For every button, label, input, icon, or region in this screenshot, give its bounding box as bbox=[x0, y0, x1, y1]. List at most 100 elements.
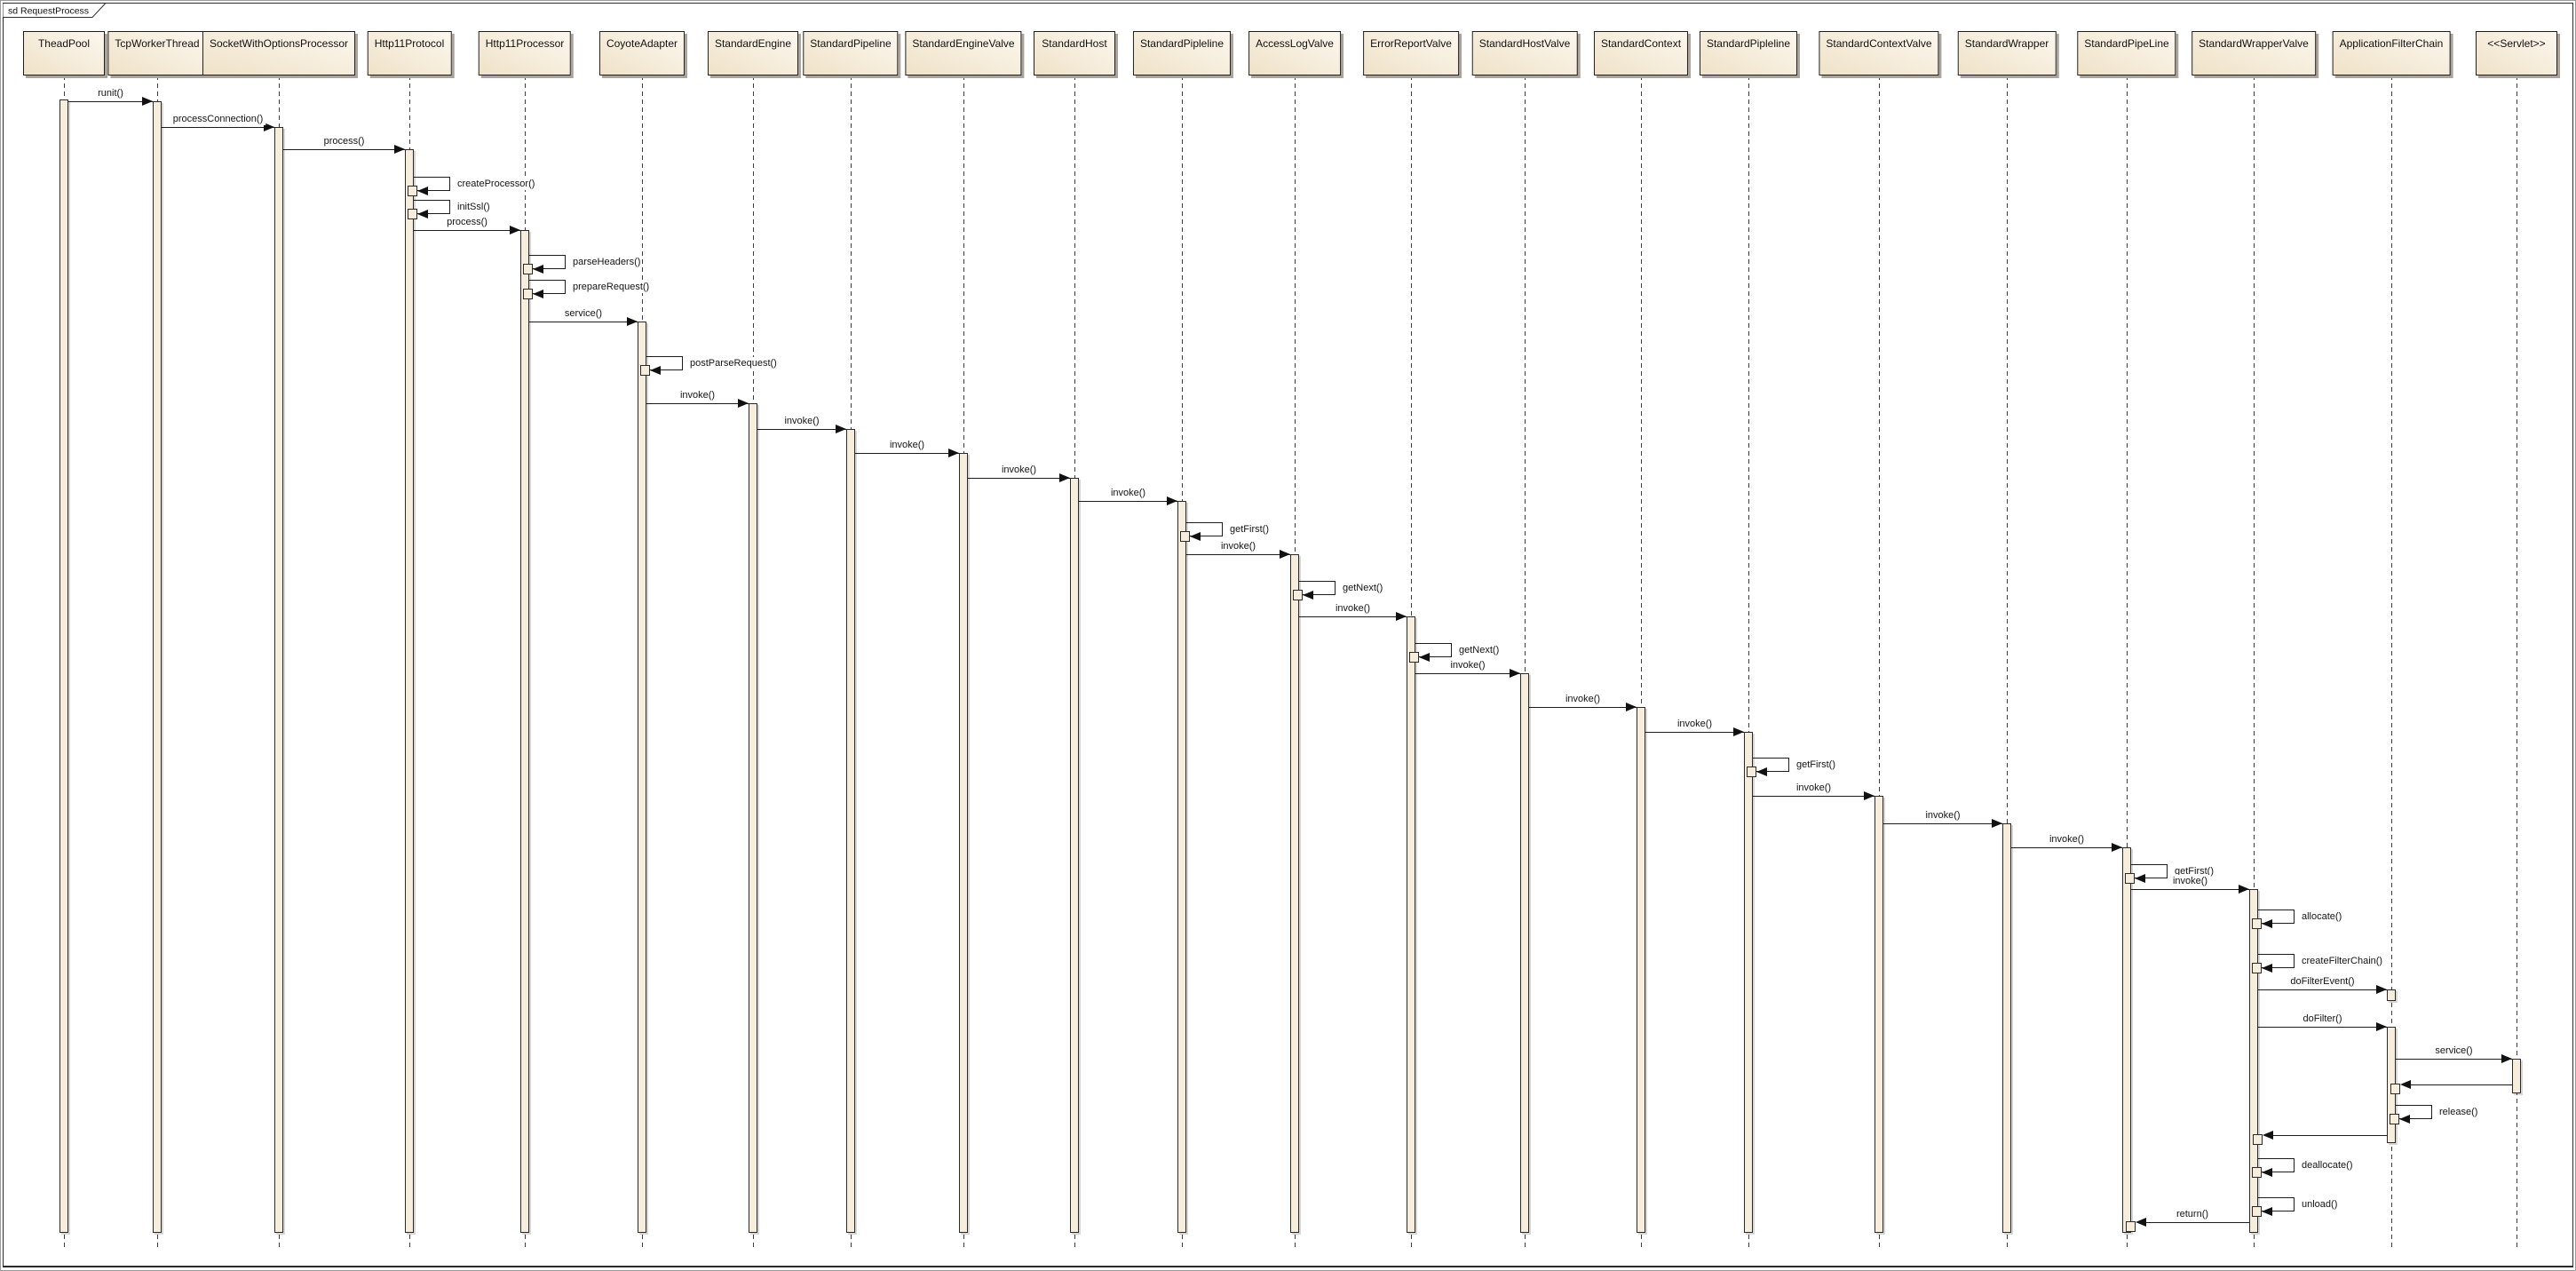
activation-bar-7 bbox=[846, 429, 855, 1233]
message-label-15: getFirst() bbox=[1228, 523, 1271, 536]
message-arrowhead-33 bbox=[2501, 1054, 2512, 1063]
message-arrowhead-31 bbox=[2376, 985, 2387, 994]
message-label-31: doFilterEvent() bbox=[2287, 975, 2358, 988]
diagram-title: sd RequestProcess bbox=[8, 6, 89, 17]
message-label-4: initSsl() bbox=[456, 201, 492, 213]
activation-bar-17 bbox=[2002, 823, 2011, 1233]
activation-bar-13 bbox=[1520, 673, 1529, 1233]
message-arrowhead-14 bbox=[1167, 496, 1177, 505]
lifeline-head-6: StandardEngine bbox=[707, 31, 799, 75]
message-label-7: prepareRequest() bbox=[571, 281, 652, 293]
activation-bar-10 bbox=[1177, 501, 1186, 1233]
message-arrowhead-10 bbox=[738, 399, 749, 408]
message-label-35: release() bbox=[2437, 1106, 2480, 1118]
lifeline-head-15: StandardPipleline bbox=[1699, 31, 1798, 75]
self-message-loop-37 bbox=[2258, 1158, 2295, 1172]
message-label-33: service() bbox=[2432, 1045, 2476, 1057]
diagram-title-tab: sd RequestProcess bbox=[3, 3, 107, 18]
lifeline-head-1: TcpWorkerThread bbox=[107, 31, 207, 75]
title-tab-shape bbox=[3, 3, 107, 18]
message-arrowhead-25 bbox=[1992, 819, 2002, 828]
message-label-14: invoke() bbox=[1107, 487, 1149, 499]
message-label-26: invoke() bbox=[2046, 833, 2088, 846]
return-arrival-box-34 bbox=[2390, 1084, 2400, 1094]
activation-bar-1 bbox=[153, 101, 162, 1233]
activation-bar-18 bbox=[2122, 847, 2131, 1233]
lifeline-13 bbox=[1525, 75, 1526, 1251]
message-arrowhead-35 bbox=[2399, 1115, 2410, 1124]
activation-bar-16 bbox=[1875, 796, 1883, 1233]
lifeline-head-7: StandardPipeline bbox=[803, 31, 899, 75]
lifeline-16 bbox=[1879, 75, 1880, 1251]
activation-bar-14 bbox=[1637, 707, 1645, 1233]
message-label-21: invoke() bbox=[1562, 693, 1604, 705]
message-arrowhead-21 bbox=[1626, 703, 1637, 711]
self-message-loop-35 bbox=[2396, 1105, 2432, 1119]
message-arrowhead-34 bbox=[2400, 1080, 2411, 1089]
message-line-2 bbox=[283, 149, 405, 150]
message-line-25 bbox=[1883, 823, 2002, 824]
lifeline-head-3: Http11Protocol bbox=[367, 31, 452, 75]
self-message-loop-6 bbox=[529, 255, 566, 269]
lifeline-head-20: ApplicationFilterChain bbox=[2332, 31, 2451, 75]
message-line-34 bbox=[2411, 1084, 2512, 1085]
mini-activation-0 bbox=[2387, 989, 2396, 1001]
message-arrowhead-9 bbox=[650, 366, 661, 375]
self-return-box-6 bbox=[523, 264, 533, 274]
message-label-37: deallocate() bbox=[2300, 1159, 2355, 1172]
message-line-0 bbox=[68, 101, 153, 102]
message-arrowhead-4 bbox=[417, 210, 428, 218]
message-label-30: createFilterChain() bbox=[2300, 955, 2385, 967]
self-return-box-3 bbox=[408, 186, 417, 196]
message-line-10 bbox=[646, 403, 749, 404]
self-return-box-30 bbox=[2252, 963, 2262, 973]
message-arrowhead-39 bbox=[2136, 1218, 2146, 1227]
self-message-loop-19 bbox=[1415, 643, 1452, 657]
activation-bar-19 bbox=[2249, 889, 2258, 1233]
activation-bar-2 bbox=[274, 127, 283, 1233]
message-line-18 bbox=[1299, 616, 1407, 617]
lifeline-head-21: <<Servlet>> bbox=[2476, 31, 2557, 75]
message-arrowhead-23 bbox=[1756, 767, 1767, 776]
lifeline-head-2: SocketWithOptionsProcessor bbox=[202, 31, 356, 75]
lifeline-head-16: StandardContextValve bbox=[1819, 31, 1939, 75]
message-label-16: invoke() bbox=[1217, 540, 1259, 552]
message-arrowhead-17 bbox=[1303, 591, 1313, 600]
message-arrowhead-27 bbox=[2135, 874, 2145, 883]
return-arrival-box-36 bbox=[2253, 1134, 2263, 1145]
message-arrowhead-8 bbox=[627, 317, 638, 326]
message-line-26 bbox=[2011, 847, 2122, 848]
message-label-17: getNext() bbox=[1341, 582, 1385, 594]
activation-bar-15 bbox=[1744, 732, 1753, 1233]
self-return-box-7 bbox=[523, 289, 533, 299]
message-line-13 bbox=[968, 478, 1070, 479]
activation-bar-4 bbox=[520, 230, 529, 1233]
message-label-11: invoke() bbox=[781, 415, 822, 427]
diagram-frame bbox=[3, 3, 2573, 1267]
message-label-9: postParseRequest() bbox=[688, 357, 779, 369]
message-line-32 bbox=[2258, 1027, 2387, 1028]
lifeline-head-8: StandardEngineValve bbox=[905, 31, 1022, 75]
message-line-12 bbox=[855, 453, 959, 454]
message-arrowhead-6 bbox=[533, 265, 543, 274]
lifeline-head-9: StandardHost bbox=[1034, 31, 1115, 75]
return-arrival-box-39 bbox=[2126, 1221, 2136, 1232]
message-arrowhead-30 bbox=[2262, 964, 2272, 973]
message-label-20: invoke() bbox=[1447, 659, 1488, 671]
message-line-16 bbox=[1186, 554, 1290, 555]
message-arrowhead-22 bbox=[1733, 727, 1744, 736]
self-return-box-38 bbox=[2252, 1206, 2262, 1217]
message-line-36 bbox=[2273, 1135, 2387, 1136]
message-label-12: invoke() bbox=[886, 439, 928, 451]
message-arrowhead-12 bbox=[948, 449, 959, 457]
self-return-box-9 bbox=[640, 365, 650, 376]
lifeline-head-14: StandardContext bbox=[1593, 31, 1689, 75]
self-message-loop-38 bbox=[2258, 1197, 2295, 1211]
message-arrowhead-18 bbox=[1396, 612, 1407, 621]
message-label-25: invoke() bbox=[1922, 809, 1963, 822]
message-line-28 bbox=[2131, 889, 2249, 890]
lifeline-18 bbox=[2127, 75, 2128, 1251]
message-line-31 bbox=[2258, 989, 2387, 990]
self-return-box-37 bbox=[2252, 1167, 2262, 1178]
